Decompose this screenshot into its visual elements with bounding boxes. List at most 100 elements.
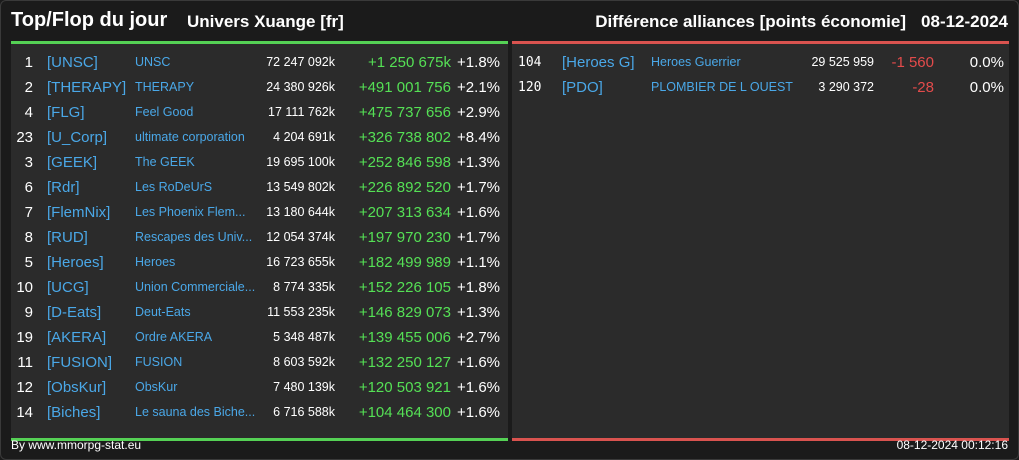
rank-cell: 120 (518, 80, 542, 95)
alliance-name-link[interactable]: ObsKur (135, 380, 178, 394)
points-cell: 12 054 374k (266, 230, 335, 244)
table-row: 3 [GEEK] The GEEK 19 695 100k +252 846 598 +1… (11, 150, 508, 175)
points-cell: 17 111 762k (268, 105, 335, 119)
points-cell: 8 774 335k (273, 280, 335, 294)
alliance-tag-link[interactable]: [GEEK] (47, 154, 98, 171)
rank-cell: 5 (24, 254, 33, 271)
alliance-name-link[interactable]: Le sauna des Biche... (135, 405, 256, 419)
points-cell: 19 695 100k (266, 155, 335, 169)
table-row: 9 [D-Eats] Deut-Eats 11 553 235k +146 829 07… (11, 300, 508, 325)
alliance-tag-link[interactable]: [PDO] (562, 79, 603, 96)
table-row: 14 [Biches] Le sauna des Biche... 6 716 588… (11, 400, 508, 425)
alliance-tag-link[interactable]: [UCG] (47, 279, 89, 296)
alliance-name-link[interactable]: Les Phoenix Flem... (135, 205, 246, 219)
alliance-name-link[interactable]: The GEEK (135, 155, 195, 169)
table-row: 4 [FLG] Feel Good 17 111 762k +475 737 656 +2… (11, 100, 508, 125)
alliance-tag-link[interactable]: [UNSC] (47, 54, 98, 71)
rank-cell: 12 (16, 379, 33, 396)
flop-panel: 104 [Heroes G] Heroes Guerrier 29 525 959 -1… (512, 41, 1009, 441)
delta-cell: +146 829 073 (358, 304, 451, 321)
table-row: 104 [Heroes G] Heroes Guerrier 29 525 959 -1… (512, 50, 1009, 75)
table-row: 23 [U_Corp] ultimate corporation 4 204 691k… (11, 125, 508, 150)
alliance-tag-link[interactable]: [THERAPY] (47, 79, 127, 96)
alliance-tag-link[interactable]: [Heroes] (47, 254, 104, 271)
table-row: 5 [Heroes] Heroes 16 723 655k +182 499 989 +1… (11, 250, 508, 275)
table-row: 8 [RUD] Rescapes des Univ... 12 054 374k +19… (11, 225, 508, 250)
points-cell: 16 723 655k (266, 255, 335, 269)
percent-cell: +1.7% (457, 179, 500, 196)
points-cell: 29 525 959 (811, 55, 874, 69)
alliance-name-link[interactable]: Ordre AKERA (135, 330, 213, 344)
delta-cell: +152 226 105 (358, 279, 451, 296)
alliance-tag-link[interactable]: [ObsKur] (47, 379, 107, 396)
alliance-name-link[interactable]: Rescapes des Univ... (135, 230, 253, 244)
alliance-tag-link[interactable]: [Rdr] (47, 179, 80, 196)
alliance-tag-link[interactable]: [Biches] (47, 404, 101, 421)
percent-cell: +1.6% (457, 404, 500, 421)
percent-cell: +1.8% (457, 54, 500, 71)
table-row: 10 [UCG] Union Commerciale... 8 774 335k +15… (11, 275, 508, 300)
alliance-name-link[interactable]: THERAPY (135, 80, 195, 94)
delta-cell: +1 250 675k (368, 54, 451, 71)
percent-cell: +2.7% (457, 329, 500, 346)
alliance-tag-link[interactable]: [D-Eats] (47, 304, 102, 321)
points-cell: 13 549 802k (266, 180, 335, 194)
percent-cell: +1.6% (457, 204, 500, 221)
points-cell: 11 553 235k (267, 305, 335, 319)
alliance-tag-link[interactable]: [U_Corp] (47, 129, 108, 146)
rank-cell: 9 (24, 304, 33, 321)
rank-cell: 8 (24, 229, 33, 246)
table-row: 7 [FlemNix] Les Phoenix Flem... 13 180 644k… (11, 200, 508, 225)
table-row: 12 [ObsKur] ObsKur 7 480 139k +120 503 921 +1… (11, 375, 508, 400)
date-label: 08-12-2024 (921, 12, 1008, 31)
percent-cell: 0.0% (969, 54, 1004, 71)
percent-cell: +1.6% (457, 379, 500, 396)
alliance-name-link[interactable]: Feel Good (135, 105, 194, 119)
rank-cell: 7 (24, 204, 33, 221)
alliance-name-link[interactable]: ultimate corporation (135, 130, 245, 144)
percent-cell: +1.3% (457, 154, 500, 171)
rank-cell: 6 (24, 179, 33, 196)
top-panel: 1 [UNSC] UNSC 72 247 092k +1 250 675k +1.8% 2 [… (11, 41, 508, 441)
table-row: 19 [AKERA] Ordre AKERA 5 348 487k +139 455 0… (11, 325, 508, 350)
rank-cell: 3 (24, 154, 33, 171)
percent-cell: +1.3% (457, 304, 500, 321)
points-cell: 5 348 487k (273, 330, 335, 344)
rank-cell: 23 (16, 129, 33, 146)
alliance-name-link[interactable]: Deut-Eats (135, 305, 191, 319)
rank-cell: 4 (24, 104, 33, 121)
percent-cell: +8.4% (457, 129, 500, 146)
alliance-name-link[interactable]: Heroes Guerrier (651, 55, 741, 69)
difference-label: Différence alliances [points économie] (595, 12, 906, 31)
alliance-tag-link[interactable]: [AKERA] (47, 329, 107, 346)
rank-cell: 19 (16, 329, 33, 346)
footer-source[interactable]: By www.mmorpg-stat.eu (11, 438, 142, 452)
alliance-tag-link[interactable]: [FUSION] (47, 354, 113, 371)
alliance-name-link[interactable]: Les RoDeUrS (135, 180, 213, 194)
alliance-tag-link[interactable]: [RUD] (47, 229, 88, 246)
delta-cell: +226 892 520 (358, 179, 451, 196)
delta-cell: -28 (912, 79, 934, 96)
alliance-tag-link[interactable]: [FLG] (47, 104, 85, 121)
points-cell: 8 603 592k (273, 355, 335, 369)
delta-cell: +182 499 989 (358, 254, 451, 271)
points-cell: 72 247 092k (266, 55, 335, 69)
alliance-name-link[interactable]: PLOMBIER DE L OUEST (651, 80, 793, 94)
percent-cell: 0.0% (969, 79, 1004, 96)
alliance-name-link[interactable]: Heroes (135, 255, 176, 269)
alliance-name-link[interactable]: FUSION (135, 355, 183, 369)
alliance-name-link[interactable]: UNSC (135, 55, 171, 69)
percent-cell: +1.7% (457, 229, 500, 246)
percent-cell: +2.9% (457, 104, 500, 121)
delta-cell: +252 846 598 (358, 154, 451, 171)
delta-cell: +120 503 921 (358, 379, 451, 396)
delta-cell: -1 560 (891, 54, 934, 71)
alliance-name-link[interactable]: Union Commerciale... (135, 280, 256, 294)
rank-cell: 11 (17, 354, 33, 371)
alliance-tag-link[interactable]: [FlemNix] (47, 204, 111, 221)
alliance-tag-link[interactable]: [Heroes G] (562, 54, 635, 71)
table-row: 6 [Rdr] Les RoDeUrS 13 549 802k +226 892 520… (11, 175, 508, 200)
delta-cell: +197 970 230 (358, 229, 451, 246)
page-title: Top/Flop du jour (11, 9, 168, 31)
